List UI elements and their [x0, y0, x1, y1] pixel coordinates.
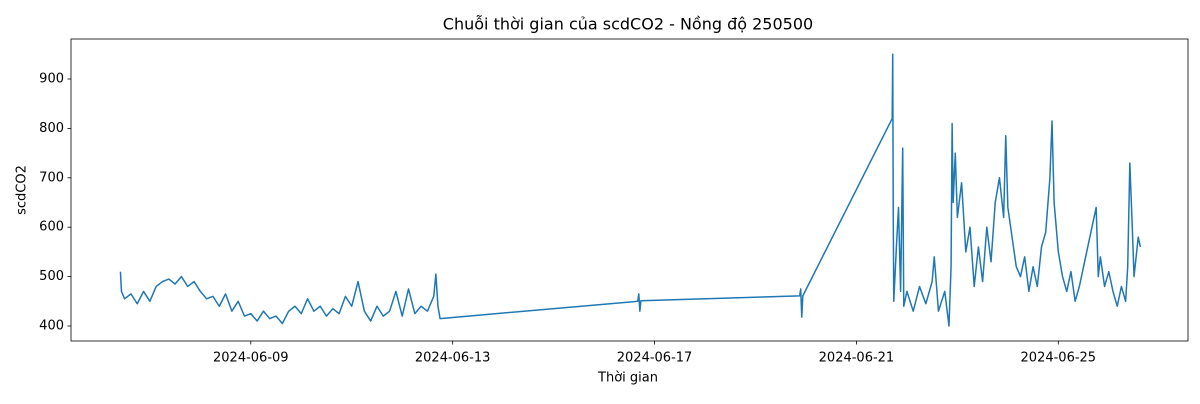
y-tick-label: 700	[39, 170, 64, 185]
data-line	[119, 53, 1142, 327]
x-tick-label: 2024-06-09	[213, 351, 289, 366]
y-tick-label: 500	[39, 269, 64, 284]
x-tick-label: 2024-06-25	[1021, 351, 1097, 366]
chart-title: Chuỗi thời gian của scdCO2 - Nồng độ 250…	[443, 15, 813, 34]
x-tick-label: 2024-06-21	[819, 351, 895, 366]
x-axis-label: Thời gian	[597, 371, 658, 386]
y-axis-label: scdCO2	[15, 165, 30, 215]
y-tick-label: 900	[39, 72, 64, 87]
y-tick-label: 600	[39, 220, 64, 235]
y-tick-label: 400	[39, 318, 64, 333]
plot-frame	[70, 38, 1189, 342]
y-tick-label: 800	[39, 121, 64, 136]
x-tick-label: 2024-06-13	[415, 351, 491, 366]
x-tick-label: 2024-06-17	[617, 351, 693, 366]
